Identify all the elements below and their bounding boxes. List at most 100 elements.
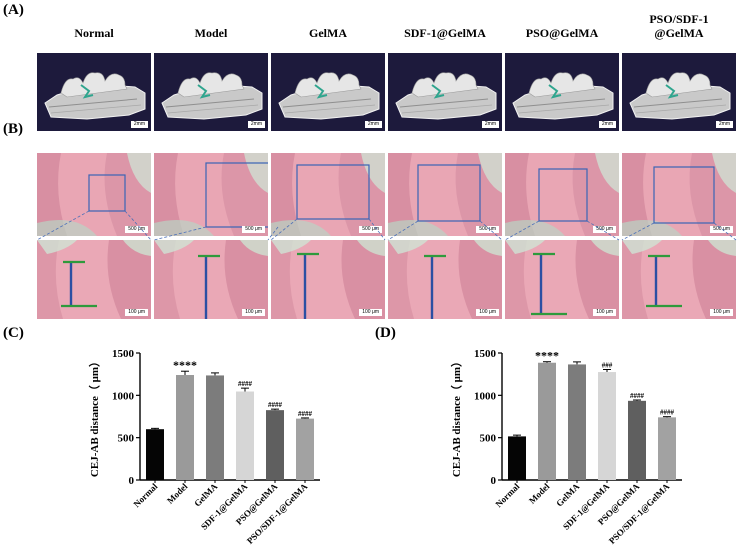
panel-c-label: (C) — [3, 325, 24, 341]
jaw-render — [161, 72, 263, 120]
histology-low-mag: 500 μm — [622, 153, 736, 236]
bar-pso-gelma — [266, 410, 284, 480]
panel-d-label: (D) — [375, 325, 396, 341]
histology-high-mag: 100 μm — [505, 240, 619, 319]
jaw-render — [629, 72, 731, 120]
y-axis-label: CEJ-AB distance（ μm） — [450, 356, 463, 477]
column-header: SDF-1@GelMA — [387, 26, 503, 40]
bar-gelma — [206, 375, 224, 480]
column-header-line1: PSO@GelMA — [525, 26, 599, 40]
scale-bar-label: 100 μm — [242, 309, 265, 316]
y-tick-label: 500 — [480, 433, 497, 445]
he-stain-section — [37, 153, 151, 236]
bar-sdf-1-gelma — [598, 372, 616, 480]
he-stain-zoom — [622, 240, 736, 319]
scale-bar-label: 100 μm — [593, 309, 616, 316]
histology-low-mag: 500 μm — [154, 153, 268, 236]
y-tick-label: 0 — [129, 475, 135, 487]
he-stain-section — [154, 153, 268, 236]
significance-mark: #### — [298, 410, 313, 418]
column-header-line1: SDF-1@GelMA — [404, 26, 486, 40]
significance-mark: **** — [535, 349, 559, 363]
significance-mark: #### — [630, 392, 645, 400]
column-header: Model — [153, 26, 269, 40]
micro-ct-image: 2mm — [388, 53, 502, 131]
x-tick-label: GelMA — [554, 481, 582, 509]
column-header-line1: GelMA — [309, 26, 347, 40]
bar-gelma — [568, 364, 586, 480]
bar-pso-gelma — [628, 400, 646, 480]
he-stain-section — [388, 153, 502, 236]
he-stain-section — [622, 153, 736, 236]
he-stain-zoom — [388, 240, 502, 319]
bar-pso-sdf-1-gelma — [658, 417, 676, 480]
he-stain-section — [505, 153, 619, 236]
panel-b-label: (B) — [3, 121, 23, 137]
x-tick-label: PSO/SDF-1@GelMA — [607, 481, 672, 546]
scale-bar-label: 2mm — [598, 121, 616, 128]
y-tick-label: 0 — [491, 475, 497, 487]
scale-bar-label: 2mm — [715, 121, 733, 128]
scale-bar-label: 500 μm — [476, 226, 499, 233]
histology-high-mag: 100 μm — [622, 240, 736, 319]
panel-a-label: (A) — [3, 2, 24, 18]
histology-high-mag: 100 μm — [154, 240, 268, 319]
column-header-line1: Normal — [74, 26, 114, 40]
he-stain-zoom — [37, 240, 151, 319]
x-tick-label: Model — [165, 481, 190, 506]
histology-low-mag: 500 μm — [388, 153, 502, 236]
column-header-line2: @GelMA — [654, 26, 704, 40]
scale-bar-label: 2mm — [247, 121, 265, 128]
histology-high-mag: 100 μm — [271, 240, 385, 319]
scale-bar-label: 500 μm — [242, 226, 265, 233]
bar-model — [538, 362, 556, 480]
y-tick-label: 1000 — [474, 390, 497, 402]
column-header: PSO/SDF-1 @GelMA — [621, 12, 737, 40]
column-header: PSO@GelMA — [504, 26, 620, 40]
jaw-render — [395, 72, 497, 120]
significance-mark: **** — [173, 358, 197, 372]
significance-mark: #### — [660, 409, 675, 417]
micro-ct-image: 2mm — [37, 53, 151, 131]
jaw-render — [512, 72, 614, 120]
x-tick-label: Model — [527, 481, 552, 506]
scale-bar-label: 2mm — [364, 121, 382, 128]
x-tick-label: PSO/SDF-1@GelMA — [245, 481, 310, 546]
y-tick-label: 1500 — [112, 348, 135, 360]
chart-c-cej-ab-distance: 0 500 1000 1500 CEJ-AB distance（ μm） Normal **… — [88, 348, 320, 546]
scale-bar-label: 2mm — [481, 121, 499, 128]
scale-bar-label: 100 μm — [710, 309, 733, 316]
scale-bar-label: 500 μm — [593, 226, 616, 233]
he-stain-zoom — [505, 240, 619, 319]
y-tick-label: 1000 — [112, 390, 135, 402]
x-tick-label: GelMA — [192, 481, 220, 509]
scale-bar-label: 500 μm — [710, 226, 733, 233]
x-tick-label: Normal — [493, 481, 521, 509]
jaw-render — [44, 72, 146, 120]
bar-normal — [508, 436, 526, 480]
scale-bar-label: 2mm — [130, 121, 148, 128]
y-tick-label: 1500 — [474, 348, 497, 360]
column-header: GelMA — [270, 26, 386, 40]
he-stain-zoom — [271, 240, 385, 319]
significance-mark: #### — [238, 380, 253, 388]
bar-normal — [146, 429, 164, 480]
micro-ct-image: 2mm — [271, 53, 385, 131]
scale-bar-label: 500 μm — [359, 226, 382, 233]
micro-ct-image: 2mm — [505, 53, 619, 131]
jaw-render — [278, 72, 380, 120]
bar-sdf-1-gelma — [236, 391, 254, 480]
bar-model — [176, 375, 194, 480]
he-stain-section — [271, 153, 385, 236]
he-stain-zoom — [154, 240, 268, 319]
significance-mark: ### — [602, 362, 613, 370]
y-tick-label: 500 — [118, 433, 135, 445]
column-header: Normal — [36, 26, 152, 40]
histology-high-mag: 100 μm — [37, 240, 151, 319]
histology-low-mag: 500 μm — [505, 153, 619, 236]
histology-low-mag: 500 μm — [37, 153, 151, 236]
histology-high-mag: 100 μm — [388, 240, 502, 319]
scale-bar-label: 100 μm — [359, 309, 382, 316]
scale-bar-label: 100 μm — [476, 309, 499, 316]
histology-low-mag: 500 μm — [271, 153, 385, 236]
